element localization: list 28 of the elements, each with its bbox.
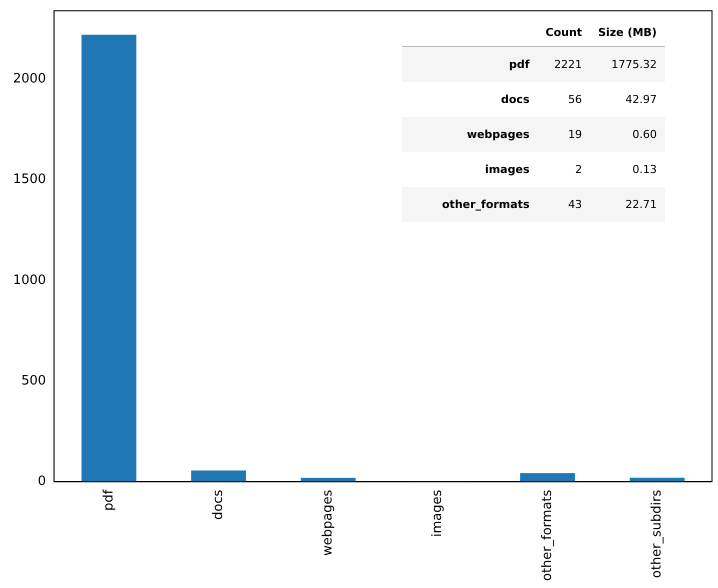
y-tick-label: 0 xyxy=(38,474,46,490)
annotation: 0.13 xyxy=(631,162,658,178)
x-tick-label: images xyxy=(430,489,446,537)
y-tick-label: 1000 xyxy=(12,272,46,288)
annotation: other_formats xyxy=(441,197,530,213)
y-tick-label: 500 xyxy=(21,373,46,388)
annotation: 42.97 xyxy=(624,92,658,108)
annotation: Count xyxy=(544,24,584,40)
annotation: Size (MB) xyxy=(597,24,658,40)
annotation: 2221 xyxy=(538,46,590,82)
annotation: 2 xyxy=(574,162,584,178)
x-tick-label: other_formats xyxy=(540,489,555,581)
y-tick-label: 1500 xyxy=(12,172,46,188)
annotation: 56 xyxy=(567,92,584,108)
annotation: 22.71 xyxy=(624,197,658,213)
annotation: images xyxy=(484,162,530,178)
annotation: 19 xyxy=(567,127,584,143)
annotation: pdf xyxy=(402,46,538,82)
y-tick-label: 2000 xyxy=(12,72,46,87)
x-tick-label: pdf xyxy=(101,489,116,511)
annotation: 1775.32 xyxy=(590,46,665,82)
x-tick-label: other_subdirs xyxy=(650,490,665,578)
x-tick-label: webpages xyxy=(320,489,336,556)
annotation: 0.60 xyxy=(631,127,658,143)
annotation: webpages xyxy=(466,127,530,143)
annotation: 43 xyxy=(567,197,584,213)
annotation: docs xyxy=(500,92,530,108)
x-tick-label: docs xyxy=(210,490,226,520)
